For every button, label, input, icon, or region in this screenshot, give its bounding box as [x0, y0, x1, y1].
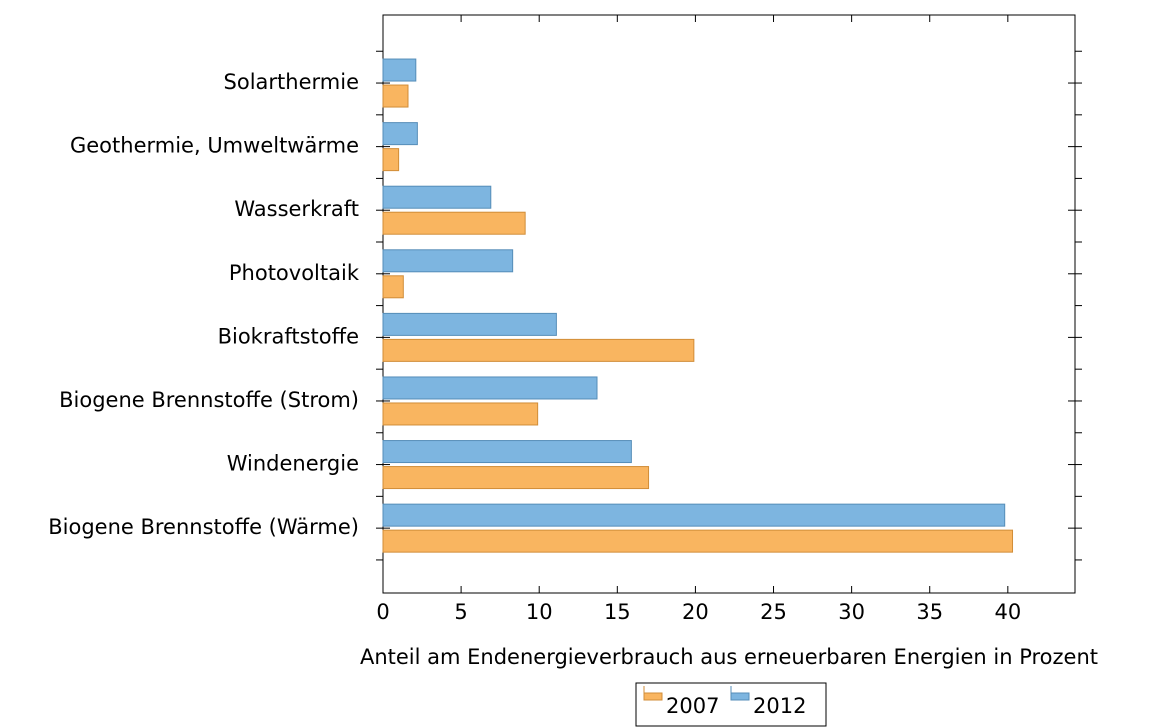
y-tick-label: Windenergie: [227, 452, 359, 476]
bar: [382, 122, 418, 146]
x-tick-label: 5: [454, 600, 467, 624]
bar: [382, 338, 695, 362]
legend-swatch: [730, 692, 750, 701]
bar: [382, 84, 409, 108]
x-tick-label: 0: [376, 600, 389, 624]
y-tick-label: Geothermie, Umweltwärme: [70, 134, 359, 158]
x-tick-label: 15: [604, 600, 631, 624]
y-tick-label: Biogene Brennstoffe (Wärme): [48, 515, 359, 539]
bar: [382, 148, 400, 172]
bar: [382, 185, 492, 209]
x-axis-label: Anteil am Endenergieverbrauch aus erneue…: [360, 645, 1098, 669]
bar: [382, 529, 1014, 553]
y-tick-label: Solarthermie: [224, 70, 359, 94]
x-tick-label: 20: [682, 600, 709, 624]
plot-frame: [382, 14, 1076, 594]
x-tick-label: 10: [526, 600, 553, 624]
bar: [382, 466, 650, 490]
bar: [382, 503, 1006, 527]
legend-label: 2012: [753, 694, 806, 718]
x-tick-label: 35: [916, 600, 943, 624]
legend-swatch: [643, 692, 663, 701]
y-tick-label: Wasserkraft: [234, 197, 359, 221]
y-tick-label: Biokraftstoffe: [218, 324, 359, 348]
x-tick-label: 30: [838, 600, 865, 624]
bar: [382, 312, 557, 336]
bar: [382, 275, 404, 299]
bar: [382, 402, 539, 426]
y-tick-label: Photovoltaik: [229, 261, 360, 285]
x-tick-label: 25: [760, 600, 787, 624]
bar: [382, 376, 598, 400]
bar: [382, 440, 632, 464]
legend-label: 2007: [666, 694, 719, 718]
bar: [382, 211, 526, 235]
bar: [382, 249, 514, 273]
x-tick-label: 40: [994, 600, 1021, 624]
y-tick-label: Biogene Brennstoffe (Strom): [59, 388, 359, 412]
bar: [382, 58, 417, 82]
